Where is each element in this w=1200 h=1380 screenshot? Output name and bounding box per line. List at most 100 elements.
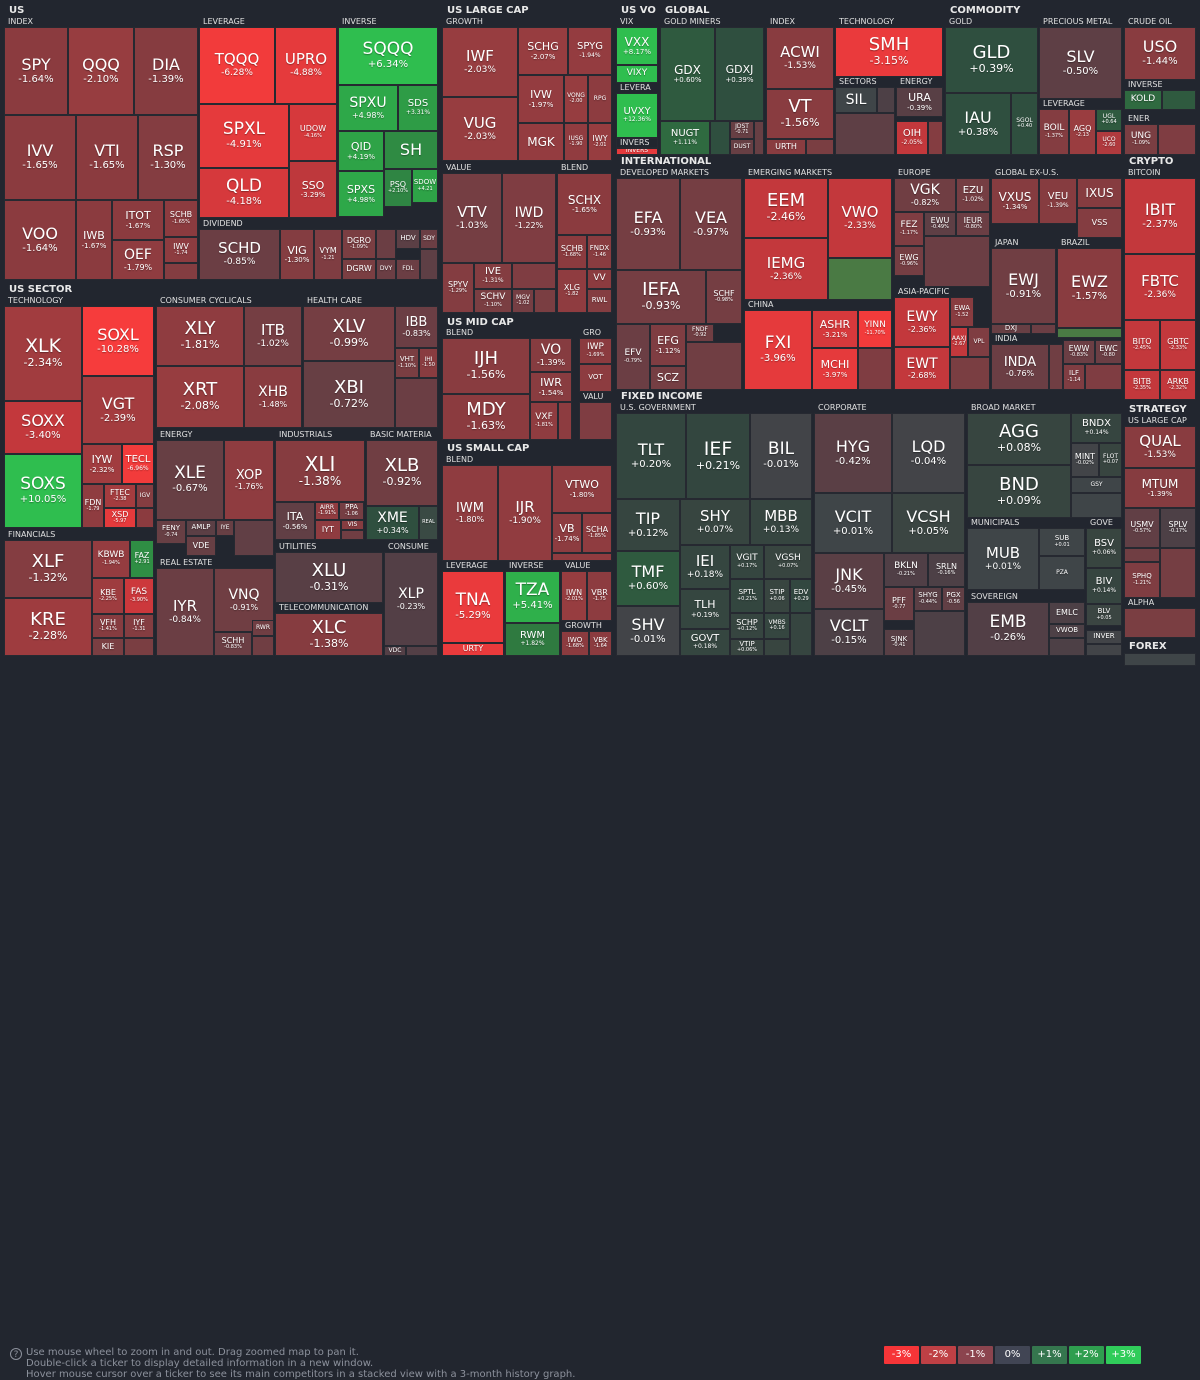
small-ticker-cluster[interactable] [164, 263, 198, 280]
ticker-tile-vtv[interactable]: VTV -1.03% [442, 173, 502, 263]
small-ticker-cluster[interactable] [828, 258, 892, 300]
ticker-tile-fxi[interactable]: FXI -3.96% [744, 310, 812, 390]
ticker-tile-sqqq[interactable]: SQQQ +6.34% [338, 27, 438, 85]
ticker-tile-gld[interactable]: GLD +0.39% [945, 27, 1038, 93]
ticker-tile-sgol[interactable]: SGOL +0.40 [1011, 93, 1038, 155]
small-ticker-cluster[interactable] [552, 553, 612, 561]
ticker-tile-vgt[interactable]: VGT -2.39% [82, 376, 154, 444]
ticker-tile-ewt[interactable]: EWT -2.68% [894, 347, 950, 390]
ticker-tile-mtum[interactable]: MTUM -1.39% [1124, 468, 1196, 508]
ticker-tile-xme[interactable]: XME +0.34% [366, 506, 419, 540]
ticker-tile-sh[interactable]: SH [384, 131, 438, 169]
ticker-tile-rwm[interactable]: RWM +1.82% [505, 623, 560, 656]
ticker-tile-xlv[interactable]: XLV -0.99% [303, 306, 395, 361]
ticker-tile-sptl[interactable]: SPTL +0.21% [730, 579, 764, 613]
ticker-tile-ewc[interactable]: EWC -0.80 [1095, 340, 1122, 364]
ticker-tile-vym[interactable]: VYM -1.21 [314, 229, 342, 280]
ticker-tile-ewg[interactable]: EWG -0.96% [894, 246, 924, 276]
ticker-tile-upro[interactable]: UPRO -4.88% [275, 27, 337, 104]
ticker-tile-gsy[interactable]: GSY [1071, 477, 1122, 493]
ticker-tile-sjnk[interactable]: SJNK -0.41 [884, 629, 914, 656]
ticker-tile-xsd[interactable]: XSD -5.97 [104, 508, 136, 528]
ticker-tile-uco[interactable]: UCO -2.60 [1096, 131, 1122, 155]
ticker-tile-vgsh[interactable]: VGSH +0.07% [764, 545, 812, 579]
ticker-tile-iyr[interactable]: IYR -0.84% [156, 568, 214, 656]
ticker-tile-tecl[interactable]: TECL -6.96% [122, 444, 154, 484]
ticker-tile-sds[interactable]: SDS +3.31% [398, 85, 438, 131]
ticker-tile-inda[interactable]: INDA -0.76% [991, 344, 1049, 390]
ticker-tile-tza[interactable]: TZA +5.41% [505, 571, 560, 623]
ticker-tile-iyw[interactable]: IYW -2.32% [82, 444, 122, 484]
ticker-tile-iwn[interactable]: IWN -2.01% [561, 571, 587, 621]
ticker-tile-soxx[interactable]: SOXX -3.40% [4, 401, 82, 454]
ticker-tile-vgit[interactable]: VGIT +0.17% [730, 545, 764, 579]
ticker-tile-splv[interactable]: SPLV -0.17% [1160, 508, 1196, 548]
ticker-tile-urty[interactable]: URTY [442, 643, 504, 656]
ticker-tile-usmv[interactable]: USMV -0.57% [1124, 508, 1160, 548]
ticker-tile-vt[interactable]: VT -1.56% [766, 89, 834, 139]
ticker-tile-blv[interactable]: BLV +0.05 [1086, 604, 1122, 626]
ticker-tile-ijh[interactable]: IJH -1.56% [442, 338, 530, 394]
ticker-tile-soxs[interactable]: SOXS +10.05% [4, 454, 82, 528]
ticker-tile-uvxy[interactable]: UVXY +12.36% [616, 93, 658, 138]
ticker-tile-vgk[interactable]: VGK -0.82% [894, 178, 956, 212]
ticker-tile-schf[interactable]: SCHF -0.98% [706, 270, 742, 324]
ticker-tile-ewz[interactable]: EWZ -1.57% [1057, 248, 1122, 328]
ticker-tile-xlu[interactable]: XLU -0.31% [275, 552, 383, 603]
ticker-tile-fbtc[interactable]: FBTC -2.36% [1124, 254, 1196, 320]
ticker-tile-efg[interactable]: EFG -1.12% [650, 324, 686, 366]
ticker-tile-flot[interactable]: FLOT +0.07 [1099, 443, 1122, 477]
ticker-tile-ewy[interactable]: EWY -2.36% [894, 297, 950, 347]
small-ticker-cluster[interactable] [1049, 344, 1063, 390]
ticker-tile-sil[interactable]: SIL [835, 87, 877, 113]
small-ticker-cluster[interactable] [395, 378, 438, 428]
ticker-tile-rwr[interactable]: RWR [252, 620, 274, 636]
ticker-tile-ezu[interactable]: EZU -1.02% [956, 178, 990, 212]
ticker-tile-iwv[interactable]: IWV -1.74 [164, 237, 198, 263]
small-ticker-cluster[interactable] [1031, 324, 1056, 334]
small-ticker-cluster[interactable] [806, 139, 834, 155]
ticker-tile-tlt[interactable]: TLT +0.20% [616, 413, 686, 499]
ticker-tile-fez[interactable]: FEZ -1.17% [894, 212, 924, 246]
small-ticker-cluster[interactable] [1057, 328, 1122, 338]
ticker-tile-ita[interactable]: ITA -0.56% [275, 502, 315, 540]
ticker-tile-xle[interactable]: XLE -0.67% [156, 440, 224, 520]
ticker-tile-iwf[interactable]: IWF -2.03% [442, 27, 518, 97]
ticker-tile-fndf[interactable]: FNDF -0.92 [686, 324, 714, 342]
ticker-tile-gdx[interactable]: GDX +0.60% [660, 27, 715, 121]
ticker-tile-pza[interactable]: PZA [1039, 556, 1085, 590]
small-ticker-cluster[interactable] [406, 646, 438, 656]
ticker-tile-sdow[interactable]: SDOW +4.21 [412, 169, 438, 203]
ticker-tile-iau[interactable]: IAU +0.38% [945, 93, 1011, 155]
ticker-tile-bitb[interactable]: BITB -2.35% [1124, 370, 1160, 400]
ticker-tile-iwr[interactable]: IWR -1.54% [530, 372, 572, 402]
ticker-tile-oef[interactable]: OEF -1.79% [112, 240, 164, 280]
ticker-tile-ibb[interactable]: IBB -0.83% [395, 306, 438, 348]
ticker-tile-xrt[interactable]: XRT -2.08% [156, 366, 244, 428]
ticker-tile-ftec[interactable]: FTEC -2.38 [104, 484, 136, 508]
ticker-tile-sso[interactable]: SSO -3.29% [289, 161, 337, 218]
ticker-tile-ugl[interactable]: UGL +0.64 [1096, 109, 1122, 131]
small-ticker-cluster[interactable] [1124, 608, 1196, 638]
ticker-tile-schp[interactable]: SCHP +0.12% [730, 613, 764, 639]
ticker-tile-invers[interactable]: INVERS [616, 148, 658, 155]
ticker-tile-rwl[interactable]: RWL [587, 289, 612, 313]
ticker-tile-biv[interactable]: BIV +0.14% [1086, 568, 1122, 604]
small-ticker-cluster[interactable] [950, 357, 990, 390]
ticker-tile-mdy[interactable]: MDY -1.63% [442, 394, 530, 440]
small-ticker-cluster[interactable] [376, 229, 396, 259]
ticker-tile-efv[interactable]: EFV -0.79% [616, 324, 650, 390]
ticker-tile-kie[interactable]: KIE [92, 638, 124, 656]
ticker-tile-igv[interactable]: IGV [136, 484, 154, 508]
ticker-tile-vong[interactable]: VONG -2.00 [564, 75, 588, 123]
ticker-tile-dxj[interactable]: DXJ [991, 324, 1031, 334]
small-ticker-cluster[interactable] [1049, 638, 1085, 656]
ticker-tile-xlk[interactable]: XLK -2.34% [4, 306, 82, 401]
ticker-tile-fas[interactable]: FAS -3.90% [124, 578, 154, 614]
ticker-tile-kbe[interactable]: KBE -2.25% [92, 578, 124, 614]
ticker-tile-vxf[interactable]: VXF -1.81% [530, 402, 558, 440]
ticker-tile-vcsh[interactable]: VCSH +0.05% [892, 493, 965, 553]
small-ticker-cluster[interactable] [1124, 548, 1160, 562]
ticker-tile-tmf[interactable]: TMF +0.60% [616, 551, 680, 606]
ticker-tile-urth[interactable]: URTH [766, 139, 806, 155]
